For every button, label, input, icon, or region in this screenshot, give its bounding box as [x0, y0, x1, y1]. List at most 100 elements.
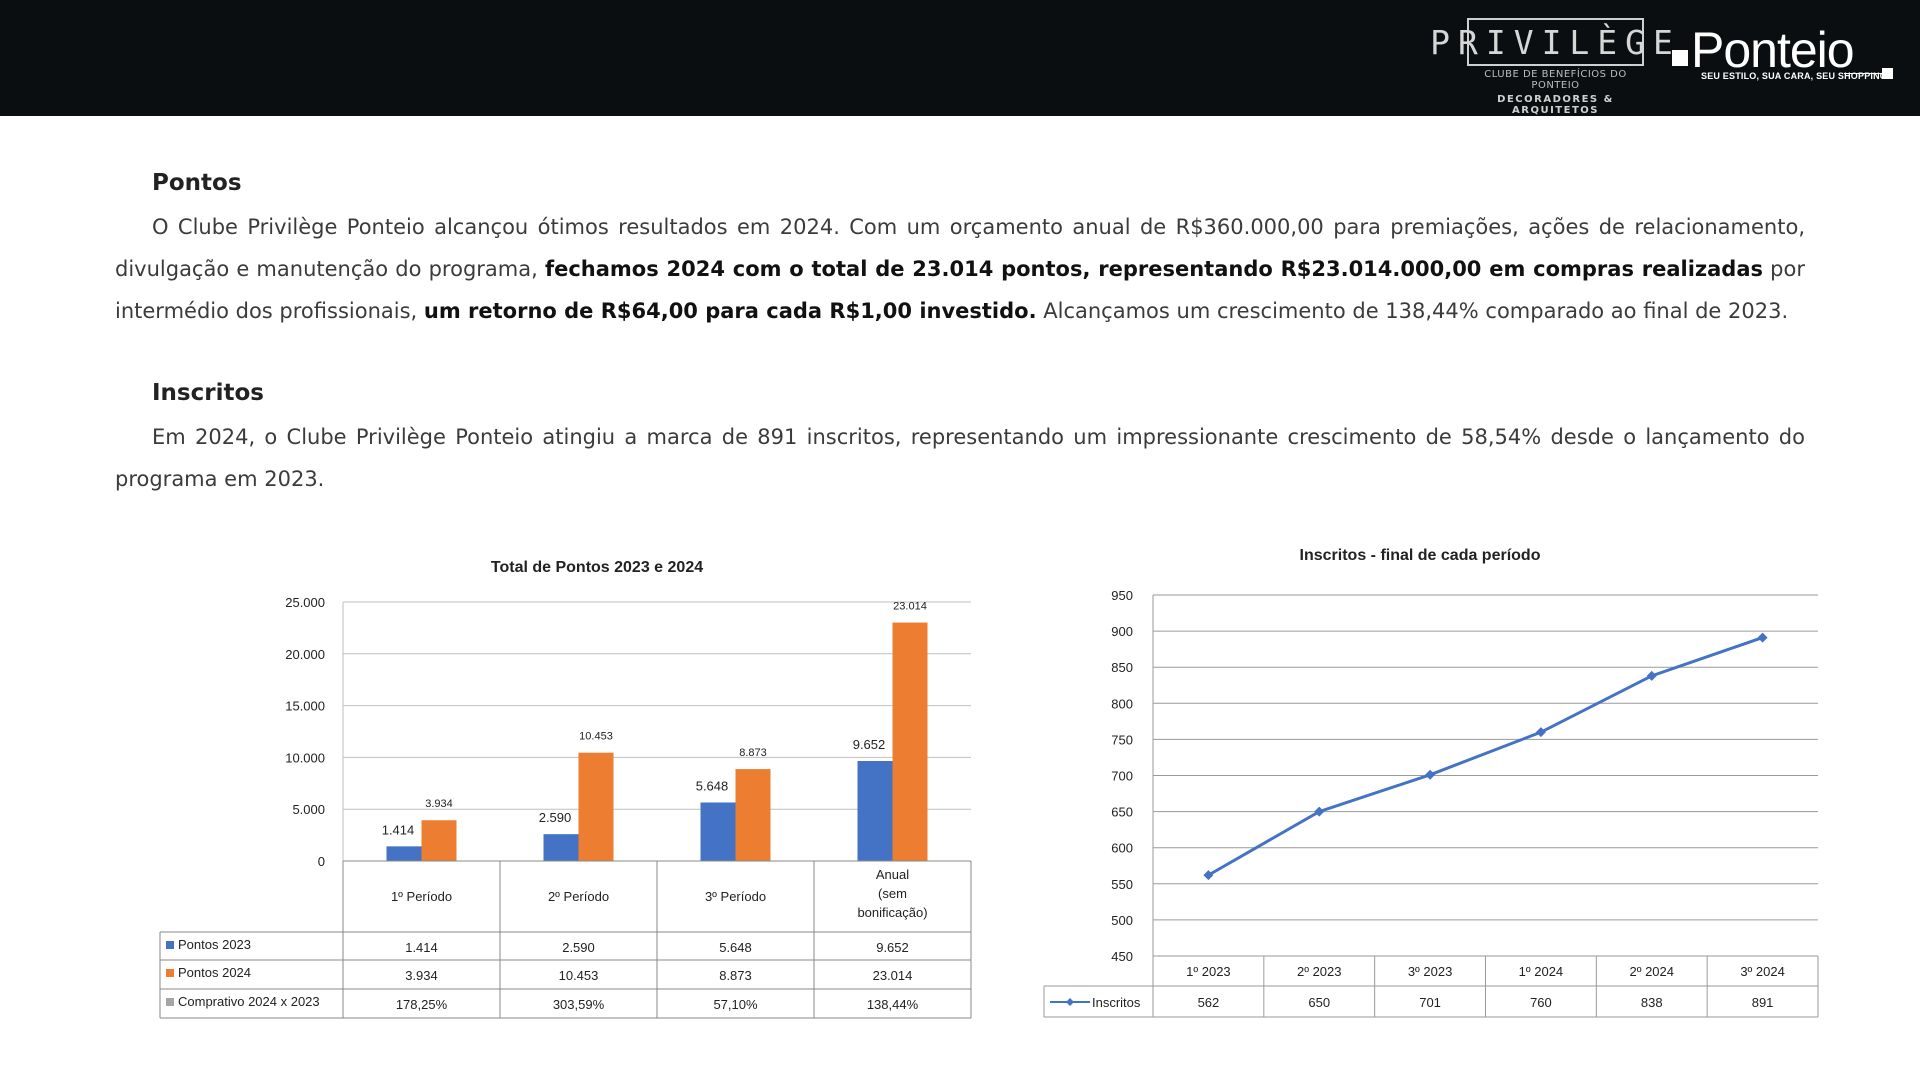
ponteio-logo-square-small-icon: [1882, 68, 1893, 79]
bar: [578, 752, 614, 861]
data-label: 1.414: [382, 822, 415, 837]
table-cell: 838: [1641, 995, 1663, 1010]
y-tick-label: 20.000: [285, 647, 325, 662]
table-cell: 5.648: [719, 940, 752, 955]
table-cell: 10.453: [559, 968, 599, 983]
table-cell: 1.414: [405, 940, 438, 955]
legend-swatch: [166, 941, 174, 949]
legend-swatch: [166, 998, 174, 1006]
y-tick-label: 550: [1111, 877, 1133, 892]
inscritos-line-chart: Inscritos - final de cada período 450 500 5…: [1040, 543, 1830, 1023]
header-bar: PRIVILÈGE CLUBE DE BENEFÍCIOS DO PONTEIO…: [0, 0, 1920, 116]
privilege-logo-subtitle: CLUBE DE BENEFÍCIOS DO PONTEIO: [1484, 69, 1627, 91]
bar: [735, 769, 771, 861]
y-tick-label: 0: [318, 854, 325, 869]
table-cell: 650: [1308, 995, 1330, 1010]
y-tick-label: 750: [1111, 732, 1133, 747]
chart-title: Total de Pontos 2023 e 2024: [491, 559, 703, 576]
table-cell: 138,44%: [867, 997, 919, 1012]
data-label: 10.453: [579, 731, 613, 743]
y-tick-label: 5.000: [292, 802, 325, 817]
legend-label: Pontos 2023: [178, 937, 251, 952]
table-cell: 760: [1530, 995, 1552, 1010]
x-category-label: Anual: [876, 867, 909, 882]
y-tick-label: 950: [1111, 588, 1133, 603]
data-point: [1535, 727, 1546, 738]
x-category-label: 2º 2023: [1297, 964, 1342, 979]
legend-label: Inscritos: [1092, 995, 1141, 1010]
x-category-label: bonificação): [857, 905, 927, 920]
y-tick-label: 15.000: [285, 699, 325, 714]
data-label: 5.648: [696, 778, 729, 793]
pontos-heading: Pontos: [152, 170, 242, 196]
series-line: [1207, 636, 1764, 877]
inscritos-line-chart-svg: Inscritos - final de cada período 450 500 5…: [1043, 547, 1819, 1018]
y-tick-label: 700: [1111, 769, 1133, 784]
data-point: [1646, 670, 1657, 681]
table-cell: 303,59%: [553, 997, 605, 1012]
bar: [857, 761, 893, 861]
y-tick-label: 500: [1111, 913, 1133, 928]
pontos-text-2: por intermédio dos profissionais,: [115, 257, 1805, 323]
legend-label: Pontos 2024: [178, 965, 251, 980]
table-cell: 3.934: [405, 968, 438, 983]
table-cell: 701: [1419, 995, 1441, 1010]
pontos-bar-chart-svg: Total de Pontos 2023 e 2024 0 5.000 10.000 1…: [159, 559, 972, 1019]
legend-marker: [1066, 998, 1074, 1006]
data-point: [1203, 870, 1214, 881]
y-tick-label: 850: [1111, 660, 1133, 675]
ponteio-logo-line: [1844, 73, 1882, 74]
bar: [543, 834, 579, 861]
ponteio-logo-tagline: SEU ESTILO, SUA CARA, SEU SHOPPING: [1701, 71, 1887, 81]
table-cell: 8.873: [719, 968, 752, 983]
y-tick-label: 450: [1111, 949, 1133, 964]
inscritos-text: Em 2024, o Clube Privilège Ponteio ating…: [115, 425, 1805, 491]
data-point: [1757, 632, 1768, 643]
table-cell: 57,10%: [713, 997, 758, 1012]
privilege-logo-tagline: DECORADORES & ARQUITETOS: [1497, 94, 1614, 116]
pontos-bar-chart: Total de Pontos 2023 e 2024 0 5.000 10.000 1…: [155, 552, 985, 1022]
pontos-paragraph: O Clube Privilège Ponteio alcançou ótimo…: [115, 206, 1805, 332]
y-tick-label: 800: [1111, 696, 1133, 711]
y-tick-label: 650: [1111, 805, 1133, 820]
table-cell: 562: [1198, 995, 1220, 1010]
pontos-text-3: Alcançamos um crescimento de 138,44% com…: [1036, 299, 1789, 323]
y-tick-label: 900: [1111, 624, 1133, 639]
x-category-label: (sem: [878, 886, 907, 901]
y-tick-label: 600: [1111, 841, 1133, 856]
bar: [892, 622, 928, 861]
legend-swatch: [166, 969, 174, 977]
y-tick-label: 25.000: [285, 595, 325, 610]
bar: [421, 820, 457, 861]
data-label: 3.934: [425, 798, 453, 810]
x-category-label: 3º 2023: [1408, 964, 1453, 979]
inscritos-heading: Inscritos: [152, 380, 264, 406]
x-category-label: 1º 2023: [1186, 964, 1231, 979]
x-category-label: 2º Período: [548, 889, 609, 904]
bar: [700, 802, 736, 861]
x-category-label: 3º Período: [705, 889, 766, 904]
chart-title: Inscritos - final de cada período: [1300, 547, 1541, 564]
data-label: 9.652: [853, 737, 886, 752]
x-category-label: 2º 2024: [1629, 964, 1674, 979]
pontos-text-bold-2: um retorno de R$64,00 para cada R$1,00 i…: [423, 299, 1037, 323]
ponteio-logo-square-icon: [1672, 50, 1688, 66]
x-category-label: 1º 2024: [1519, 964, 1564, 979]
table-cell: 23.014: [873, 968, 913, 983]
ponteio-logo: Ponteio SEU ESTILO, SUA CARA, SEU SHOPPI…: [1670, 20, 1910, 90]
bar: [386, 846, 422, 861]
pontos-text-1: O Clube Privilège Ponteio alcançou ótimo…: [115, 215, 1805, 281]
privilege-logo: PRIVILÈGE CLUBE DE BENEFÍCIOS DO PONTEIO…: [1430, 18, 1673, 116]
x-category-label: 1º Período: [391, 889, 452, 904]
data-point: [1425, 769, 1436, 780]
data-label: 8.873: [739, 747, 767, 759]
table-cell: 9.652: [876, 940, 909, 955]
data-point: [1314, 806, 1325, 817]
table-cell: 2.590: [562, 940, 595, 955]
data-label: 2.590: [539, 810, 572, 825]
x-category-label: 3º 2024: [1740, 964, 1785, 979]
table-cell: 178,25%: [396, 997, 448, 1012]
ponteio-logo-word: Ponteio: [1691, 22, 1855, 78]
privilege-logo-word: PRIVILÈGE: [1430, 18, 1673, 66]
pontos-text-bold-1: fechamos 2024 com o total de 23.014 pont…: [544, 257, 1764, 281]
